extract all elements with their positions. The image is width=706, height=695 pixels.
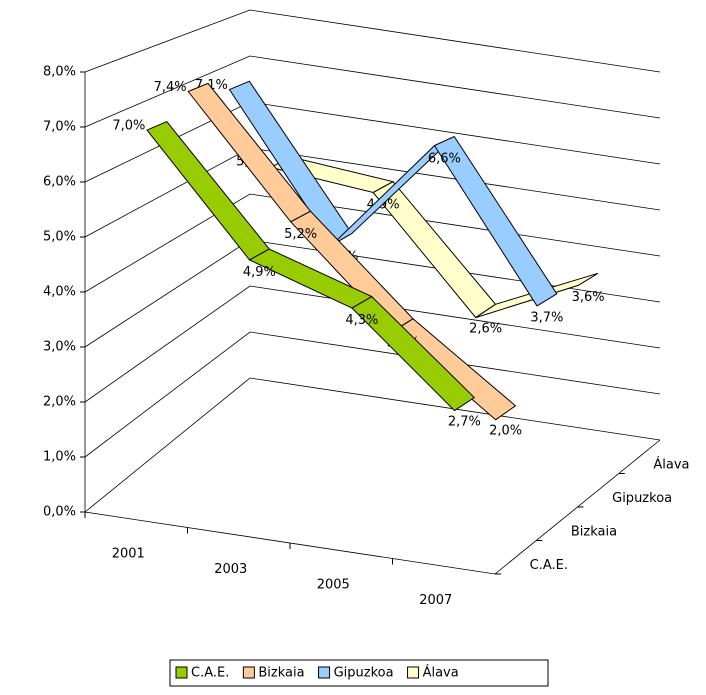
y-tick-label: 6,0% — [43, 175, 76, 190]
z-tick-label: Álava — [653, 456, 689, 472]
x-tick-label: 2005 — [317, 577, 350, 592]
x-tick-label: 2007 — [419, 593, 452, 608]
y-tick-label: 8,0% — [43, 65, 76, 80]
y-tick-label: 2,0% — [43, 395, 76, 410]
z-tick-label: Bizkaia — [571, 524, 617, 539]
data-label: 3,7% — [530, 310, 563, 325]
legend-label: Bizkaia — [258, 666, 304, 681]
legend-label: Gipuzkoa — [334, 666, 394, 681]
y-tick-label: 7,0% — [43, 120, 76, 135]
data-label: 2,6% — [469, 321, 502, 336]
legend-label: C.A.E. — [191, 666, 229, 681]
data-label: 4,9% — [243, 265, 276, 280]
grid-line — [84, 285, 661, 403]
legend-swatch — [242, 666, 255, 679]
z-tick-label: C.A.E. — [530, 558, 568, 573]
y-tick-label: 0,0% — [43, 505, 76, 520]
legend-label: Álava — [423, 665, 459, 681]
z-tick-label: Gipuzkoa — [612, 491, 672, 506]
grid-line — [84, 193, 661, 293]
y-tick-label: 3,0% — [43, 340, 76, 355]
y-tick-label: 1,0% — [43, 450, 76, 465]
x-tick-label: 2001 — [112, 546, 145, 561]
legend-swatch — [318, 666, 331, 679]
y-tick-label: 5,0% — [43, 230, 76, 245]
data-label: 7,0% — [112, 118, 145, 133]
data-label: 2,0% — [489, 423, 522, 438]
legend-swatch — [407, 666, 420, 679]
ribbon-segment — [433, 135, 558, 307]
x-tick-label: 2003 — [214, 562, 247, 577]
grid-line — [84, 55, 661, 128]
grid-line — [84, 9, 661, 73]
grid-line — [84, 377, 661, 513]
data-label: 7,4% — [154, 80, 187, 95]
legend-box — [169, 659, 549, 687]
legend-swatch — [175, 666, 188, 679]
ribbon-segment — [351, 295, 476, 412]
data-label: 3,6% — [572, 290, 605, 305]
data-label: 6,6% — [428, 152, 461, 167]
data-label: 4,3% — [345, 313, 378, 328]
data-label: 5,2% — [284, 227, 317, 242]
y-tick-label: 4,0% — [43, 285, 76, 300]
grid-line — [84, 331, 661, 458]
data-label: 2,7% — [448, 415, 481, 430]
